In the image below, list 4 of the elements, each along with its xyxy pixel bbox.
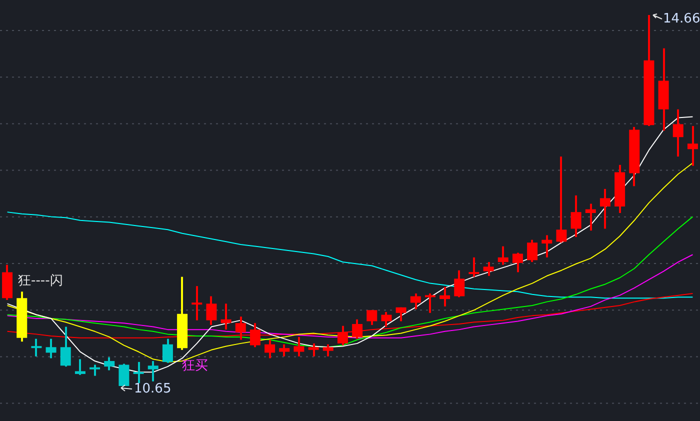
annotation: 14.66: [663, 11, 700, 26]
annotation: 10.65: [134, 381, 172, 396]
annotation: 狂----闪: [18, 273, 63, 288]
annotation: 狂买: [182, 358, 208, 374]
